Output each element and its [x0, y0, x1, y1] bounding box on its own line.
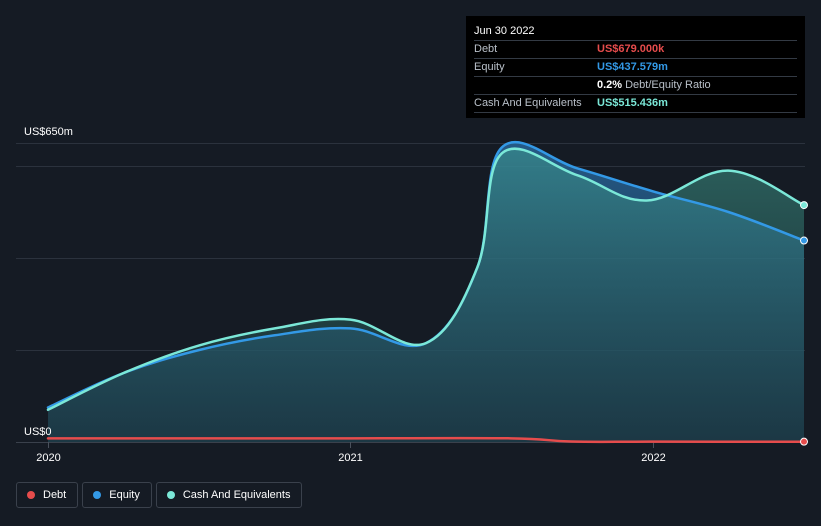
legend-equity-label: Equity	[109, 489, 140, 501]
x-tick-label: 2021	[338, 452, 362, 464]
legend-cash-label: Cash And Equivalents	[182, 489, 291, 501]
legend-item-cash[interactable]: Cash And Equivalents	[155, 482, 303, 508]
x-tick-label: 2022	[641, 452, 665, 464]
tooltip-row-ratio: 0.2% Debt/Equity Ratio	[474, 77, 797, 94]
tooltip-row-equity: Equity US$437.579m	[474, 59, 797, 77]
tooltip-cash-value: US$515.436m	[597, 97, 668, 109]
debt-line	[46, 436, 806, 444]
tooltip-date: Jun 30 2022	[474, 22, 797, 41]
tooltip-ratio-value: 0.2%	[597, 79, 623, 91]
data-tooltip: Jun 30 2022 Debt US$679.000k Equity US$4…	[466, 16, 805, 118]
axis-labels: 2020 2021 2022 US$650m US$0	[24, 126, 666, 464]
tooltip-equity-label: Equity	[474, 61, 505, 73]
tooltip-row-debt: Debt US$679.000k	[474, 41, 797, 59]
legend-item-debt[interactable]: Debt	[16, 482, 79, 508]
equity-end-point	[800, 236, 808, 245]
cash-and-equivalents-line	[46, 147, 806, 412]
y-max-label: US$650m	[24, 126, 73, 138]
legend-debt-dot-icon	[27, 491, 35, 499]
tooltip-cash-label: Cash And Equivalents	[474, 97, 582, 109]
cash-and-equivalents-area	[48, 148, 804, 442]
cash-and-equivalents-end-point	[800, 201, 808, 210]
series-areas	[48, 142, 804, 442]
tooltip-ratio-text: Debt/Equity Ratio	[625, 79, 711, 91]
tooltip-debt-value: US$679.000k	[597, 43, 665, 55]
tooltip-ratio-label	[474, 77, 597, 94]
tooltip-row-cash: Cash And Equivalents US$515.436m	[474, 94, 797, 113]
chart-legend: Debt Equity Cash And Equivalents	[16, 482, 303, 508]
series-lines	[46, 140, 806, 444]
tooltip-equity-value: US$437.579m	[597, 61, 668, 73]
x-tick-label: 2020	[36, 452, 60, 464]
tooltip-debt-label: Debt	[474, 43, 498, 55]
legend-equity-dot-icon	[93, 491, 102, 499]
end-markers	[800, 201, 808, 446]
legend-debt-label: Debt	[43, 489, 67, 501]
debt-end-point	[800, 437, 808, 446]
legend-cash-dot-icon	[166, 491, 175, 499]
legend-item-equity[interactable]: Equity	[82, 482, 152, 508]
y-zero-label: US$0	[24, 426, 52, 438]
